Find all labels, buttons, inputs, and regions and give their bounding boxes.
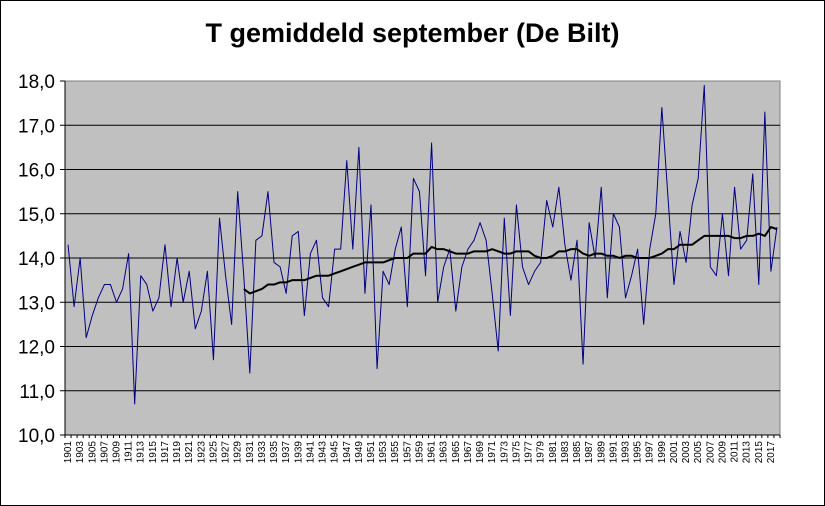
x-tick-label: 1909 — [112, 441, 123, 464]
x-tick-label: 1973 — [499, 441, 510, 464]
x-tick-label: 1965 — [451, 441, 462, 464]
x-tick-label: 1959 — [414, 441, 425, 464]
x-tick-label: 1921 — [184, 441, 195, 464]
x-tick-label: 1911 — [124, 441, 135, 463]
y-tick-label: 14,0 — [18, 249, 55, 270]
x-tick-label: 1951 — [366, 441, 377, 464]
x-tick-label: 1945 — [330, 441, 341, 464]
x-tick-label: 2011 — [730, 441, 741, 463]
x-tick-label: 2001 — [669, 441, 680, 464]
gridlines — [65, 124, 780, 392]
x-tick-label: 1979 — [536, 441, 547, 464]
x-tick-label: 1993 — [620, 441, 631, 464]
series-yearly-line — [67, 84, 778, 405]
x-tick-label: 1925 — [208, 441, 219, 464]
x-tick-label: 1947 — [342, 441, 353, 464]
x-tick-label: 1989 — [596, 441, 607, 464]
x-tick-label: 1937 — [281, 441, 292, 464]
x-tick-label: 1955 — [390, 441, 401, 464]
x-tick-label: 1995 — [633, 441, 644, 464]
x-tick-label: 2003 — [681, 441, 692, 464]
x-tick-label: 1901 — [63, 441, 74, 464]
x-tick-label: 1923 — [196, 441, 207, 464]
y-tick-label: 12,0 — [18, 338, 55, 359]
x-tick-label: 1967 — [463, 441, 474, 464]
y-tick-label: 18,0 — [18, 72, 55, 93]
x-tick-label: 1927 — [221, 441, 232, 464]
x-tick-label: 2013 — [742, 441, 753, 464]
y-tick-label: 13,0 — [18, 293, 55, 314]
y-tick-label: 10,0 — [18, 426, 55, 447]
x-tick-label: 1943 — [318, 441, 329, 464]
x-tick-label: 1915 — [148, 441, 159, 464]
x-tick-label: 2009 — [717, 441, 728, 464]
x-tick-label: 2017 — [766, 441, 777, 464]
x-tick-label: 1997 — [645, 441, 656, 464]
y-tick-label: 16,0 — [18, 161, 55, 182]
x-tick-label: 1985 — [572, 441, 583, 464]
x-tick-label: 2015 — [754, 441, 765, 464]
x-tick-label: 1917 — [160, 441, 171, 464]
x-tick-label: 1981 — [548, 441, 559, 464]
y-tick-label: 11,0 — [19, 382, 55, 403]
x-tick-label: 1999 — [657, 441, 668, 464]
x-tick-label: 1969 — [475, 441, 486, 464]
y-tick-label: 15,0 — [18, 205, 55, 226]
series-trend-line — [243, 226, 778, 295]
x-tick-label: 1907 — [99, 441, 110, 464]
x-tick-label: 1931 — [245, 441, 256, 464]
x-tick-label: 1975 — [511, 441, 522, 464]
x-tick-label: 1903 — [75, 441, 86, 464]
x-tick-label: 1939 — [293, 441, 304, 464]
x-tick-label: 1987 — [584, 441, 595, 464]
y-tick-label: 17,0 — [18, 116, 55, 137]
x-tick-label: 1913 — [136, 441, 147, 464]
y-axis: 10,0 11,0 12,0 13,0 14,0 15,0 16,0 17,0 18,0 — [18, 72, 66, 447]
x-axis: 1901 1903 1905 1907 1909 1911 1913 1915 1917 1919… — [63, 434, 781, 464]
x-tick-label: 1905 — [87, 441, 98, 464]
x-tick-label: 1929 — [233, 441, 244, 464]
x-tick-label: 1957 — [402, 441, 413, 464]
x-tick-label: 1935 — [269, 441, 280, 464]
x-tick-label: 1961 — [427, 441, 438, 464]
series-group — [67, 84, 778, 405]
x-tick-label: 1941 — [305, 441, 316, 464]
x-tick-label: 2007 — [705, 441, 716, 464]
x-tick-label: 2005 — [693, 441, 704, 464]
x-tick-label: 1971 — [487, 441, 498, 464]
x-tick-label: 1919 — [172, 441, 183, 464]
chart-title: T gemiddeld september (De Bilt) — [205, 18, 620, 48]
x-tick-label: 1933 — [257, 441, 268, 464]
x-tick-label: 1977 — [524, 441, 535, 464]
x-tick-label: 1949 — [354, 441, 365, 464]
x-tick-label: 1991 — [608, 441, 619, 464]
x-tick-label: 1953 — [378, 441, 389, 464]
x-tick-label: 1963 — [439, 441, 450, 464]
x-tick-label: 1983 — [560, 441, 571, 464]
